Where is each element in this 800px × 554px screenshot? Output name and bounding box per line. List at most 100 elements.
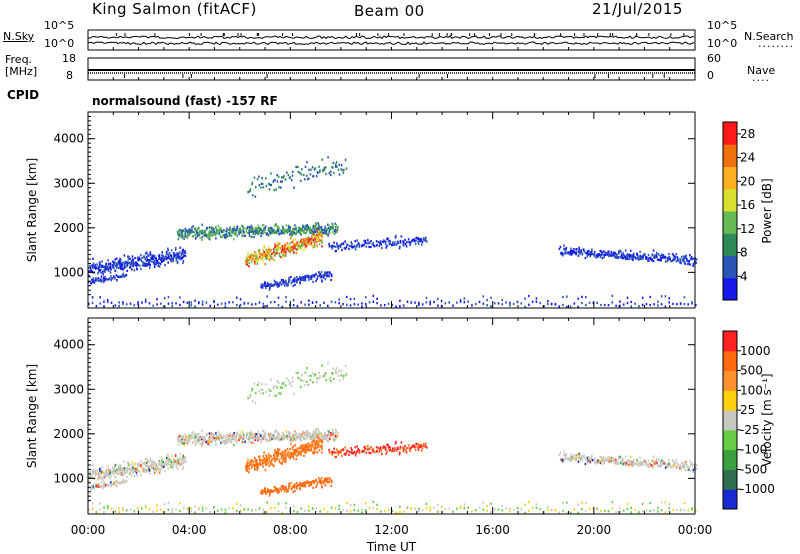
power-panel-cell bbox=[167, 256, 170, 260]
power-panel-cell bbox=[298, 246, 301, 249]
power-panel-cell bbox=[671, 252, 674, 256]
velocity-panel-cell bbox=[254, 459, 257, 462]
power-panel-cell bbox=[300, 247, 302, 251]
velocity-panel-cell bbox=[603, 509, 606, 513]
velocity-panel-cell bbox=[512, 508, 515, 512]
power-panel-cell bbox=[327, 156, 329, 159]
velocity-panel-cell bbox=[204, 437, 207, 440]
power-panel-cell bbox=[300, 173, 303, 176]
power-panel-cell bbox=[663, 256, 665, 259]
power-panel-cell bbox=[313, 168, 316, 171]
velocity-panel-cell bbox=[340, 370, 343, 373]
velocity-panel-cell bbox=[104, 471, 107, 474]
velocity-panel-cell bbox=[683, 463, 686, 467]
power-panel-cell bbox=[236, 226, 239, 229]
power-panel-cell bbox=[216, 229, 219, 232]
velocity-panel-cell bbox=[301, 444, 304, 447]
velocity-panel-cell bbox=[643, 459, 646, 462]
velocity-panel-cell bbox=[617, 456, 620, 459]
power-panel-cell bbox=[301, 168, 303, 171]
power-panel-cell bbox=[319, 230, 321, 233]
power-panel-cell bbox=[287, 280, 290, 284]
power-panel-cell bbox=[317, 223, 320, 226]
power-panel-cell bbox=[320, 275, 323, 279]
velocity-panel-cell bbox=[163, 463, 165, 466]
power-panel-cell bbox=[281, 231, 284, 234]
velocity-panel-cell bbox=[243, 433, 245, 436]
power-panel-cell bbox=[325, 173, 327, 176]
velocity-panel-cell bbox=[146, 463, 148, 467]
power-panel-cell bbox=[266, 282, 269, 285]
velocity-panel-cell bbox=[140, 459, 142, 463]
velocity-panel-cell bbox=[335, 455, 337, 459]
power-panel-cell bbox=[278, 254, 281, 258]
power-panel-cell bbox=[307, 240, 310, 244]
power-panel-cell bbox=[205, 233, 208, 237]
velocity-panel-cell bbox=[343, 374, 345, 377]
velocity-panel-cell bbox=[293, 457, 295, 460]
velocity-panel-cell bbox=[316, 436, 318, 440]
velocity-panel-cell bbox=[260, 388, 263, 392]
velocity-panel-cell bbox=[367, 448, 369, 451]
velocity-panel-cell bbox=[114, 475, 116, 478]
velocity-panel-cell bbox=[463, 503, 466, 506]
velocity-panel-cell bbox=[306, 367, 308, 370]
power-panel-cell bbox=[235, 303, 238, 307]
power-panel-cell bbox=[562, 303, 564, 307]
power-panel-cell bbox=[167, 253, 170, 256]
power-panel-cell bbox=[123, 261, 126, 264]
velocity-panel-cell bbox=[255, 437, 258, 440]
power-panel-cell bbox=[117, 266, 120, 270]
power-panel-cell bbox=[535, 300, 538, 303]
power-panel-cell bbox=[259, 255, 261, 259]
velocity-panel-cell bbox=[324, 437, 326, 440]
velocity-panel-cell bbox=[333, 447, 335, 450]
velocity-panel-cell bbox=[277, 491, 279, 495]
velocity-panel-cell bbox=[417, 443, 419, 446]
power-panel-cell bbox=[232, 231, 235, 234]
velocity-panel-cell bbox=[376, 507, 378, 511]
velocity-panel-cell bbox=[630, 506, 633, 510]
power-panel-cell bbox=[317, 222, 319, 225]
power-panel-cell bbox=[259, 257, 261, 260]
power-panel-cell bbox=[584, 251, 587, 255]
power-panel-cell bbox=[354, 248, 357, 251]
velocity-panel-cell bbox=[261, 435, 264, 439]
velocity-panel-ytick-label: 3000 bbox=[53, 382, 84, 396]
power-panel-cell bbox=[274, 245, 276, 249]
velocity-panel-cell bbox=[145, 468, 147, 472]
velocity-panel-cell bbox=[591, 454, 593, 457]
velocity-panel-cell bbox=[311, 434, 314, 438]
nave-dots: .... bbox=[752, 71, 770, 84]
power-panel-cell bbox=[324, 274, 327, 277]
power-panel-cell bbox=[345, 303, 348, 306]
velocity-panel-cell bbox=[288, 454, 290, 458]
power-panel-cell bbox=[208, 229, 211, 233]
power-panel-cell bbox=[558, 247, 561, 251]
power-panel-cell bbox=[414, 301, 416, 304]
velocity-panel-cell bbox=[558, 511, 561, 514]
velocity-panel-cell bbox=[134, 467, 136, 471]
velocity-panel-cell bbox=[333, 451, 335, 454]
velocity-panel-cell bbox=[649, 501, 652, 505]
velocity-panel-cell bbox=[270, 458, 273, 462]
power-panel-cell bbox=[290, 246, 292, 249]
power-panel-cell bbox=[320, 230, 323, 233]
power-panel-cell bbox=[285, 282, 288, 285]
velocity-panel-cell bbox=[691, 507, 693, 510]
velocity-panel-cell bbox=[95, 510, 98, 514]
velocity-panel-cell bbox=[262, 511, 265, 514]
power-panel-cell bbox=[320, 270, 323, 274]
velocity-panel-cell bbox=[299, 438, 302, 441]
velocity-panel-cell bbox=[280, 485, 283, 488]
power-panel-cell bbox=[364, 241, 366, 244]
power-panel-cell bbox=[647, 257, 650, 260]
power-panel-cell bbox=[209, 232, 211, 236]
velocity-panel-cell bbox=[591, 458, 594, 462]
velocity-panel-cell bbox=[575, 457, 578, 460]
velocity-panel-cell bbox=[231, 436, 233, 439]
velocity-panel-cell bbox=[437, 503, 439, 507]
velocity-panel-cell bbox=[330, 379, 332, 383]
power-panel-cell bbox=[247, 252, 249, 255]
power-panel-cell bbox=[419, 239, 421, 243]
